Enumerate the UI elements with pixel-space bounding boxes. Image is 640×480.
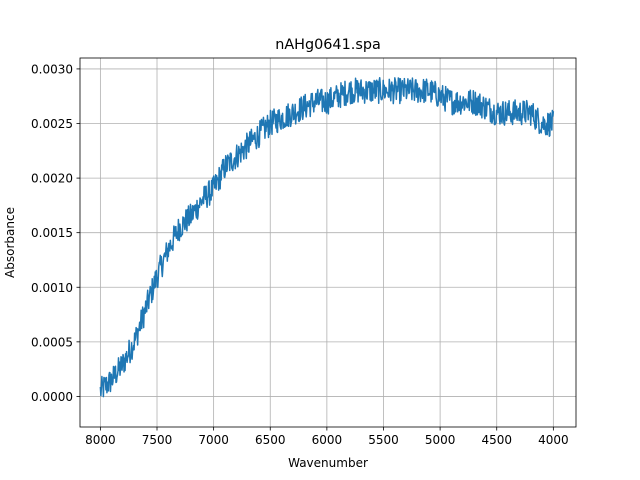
x-tick-label: 4000 xyxy=(538,433,569,447)
y-axis-label: Absorbance xyxy=(3,207,17,278)
y-tick-label: 0.0000 xyxy=(31,390,73,404)
y-tick-label: 0.0010 xyxy=(31,281,73,295)
x-tick-label: 5000 xyxy=(425,433,456,447)
y-tick-label: 0.0030 xyxy=(31,62,73,76)
y-tick-label: 0.0005 xyxy=(31,335,73,349)
y-tick-label: 0.0015 xyxy=(31,226,73,240)
x-axis-ticks: 8000 7500 7000 6500 6000 5500 5000 4500 4000 xyxy=(85,427,569,447)
x-axis-label: Wavenumber xyxy=(288,456,368,470)
x-tick-label: 8000 xyxy=(85,433,116,447)
x-tick-label: 7000 xyxy=(198,433,229,447)
axes-frame xyxy=(79,57,577,428)
y-tick-label: 0.0025 xyxy=(31,117,73,131)
x-tick-label: 5500 xyxy=(368,433,399,447)
x-tick-label: 6500 xyxy=(255,433,286,447)
y-tick-label: 0.0020 xyxy=(31,172,73,186)
grid xyxy=(80,58,576,427)
x-tick-label: 7500 xyxy=(142,433,173,447)
plot-area xyxy=(99,76,555,398)
y-axis-ticks: 0.0000 0.0005 0.0010 0.0015 0.0020 0.0025 0.00… xyxy=(31,62,80,404)
x-tick-label: 6000 xyxy=(312,433,343,447)
x-tick-label: 4500 xyxy=(481,433,512,447)
series-line-absorbance xyxy=(99,76,555,398)
chart-title: nAHg0641.spa xyxy=(275,37,381,53)
